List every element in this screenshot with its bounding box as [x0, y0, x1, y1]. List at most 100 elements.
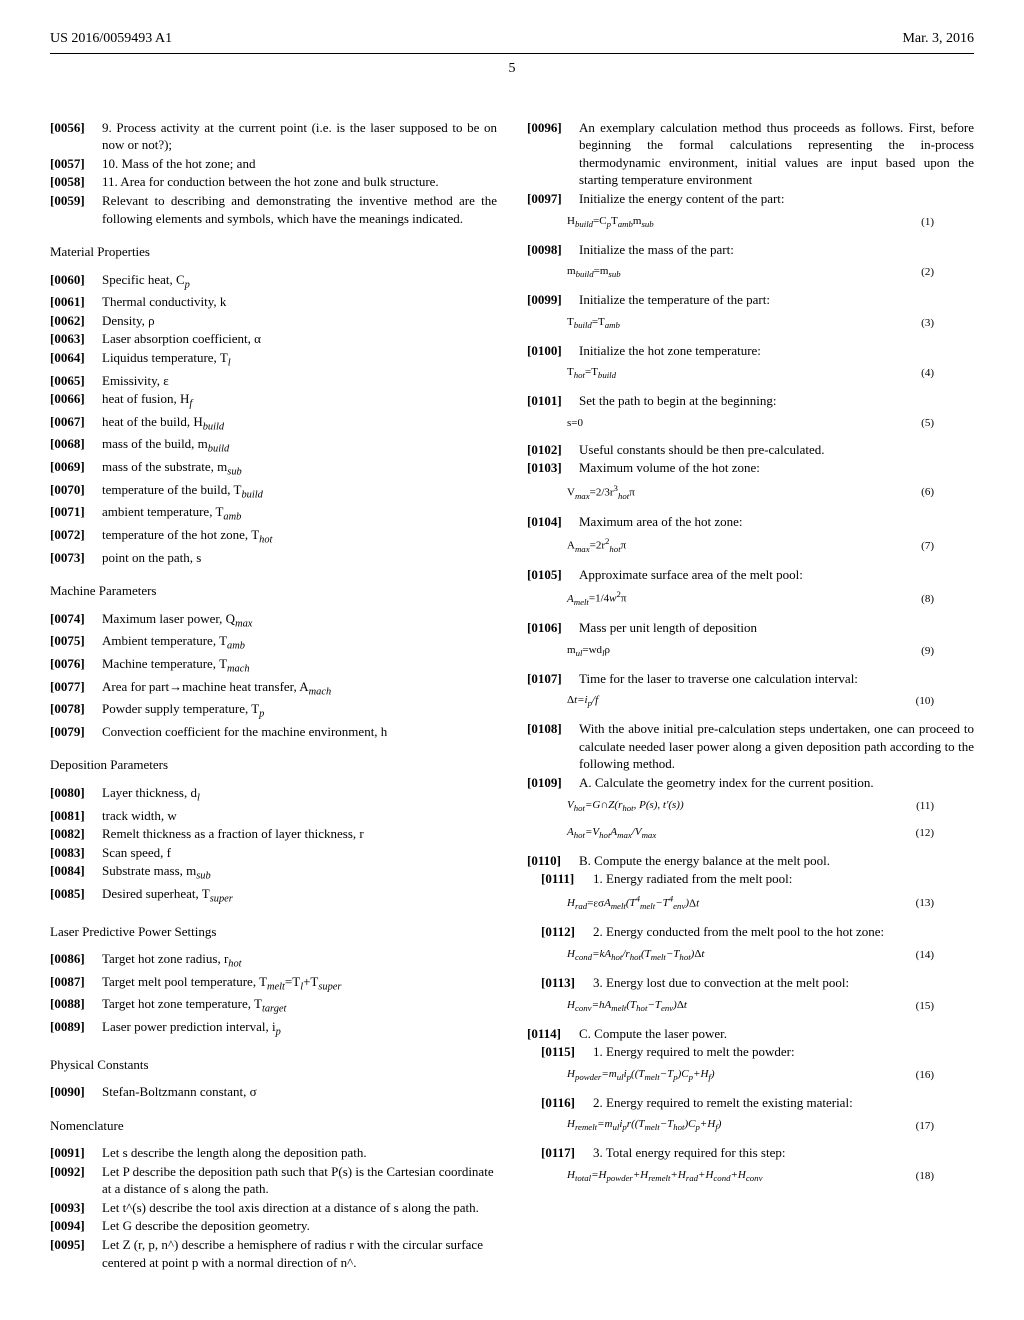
property-row: [0068]mass of the build, mbuild	[50, 435, 497, 457]
para-number: [0101]	[527, 392, 579, 410]
para-number: [0094]	[50, 1217, 102, 1235]
para-number: [0059]	[50, 192, 102, 227]
calculation-step: [0098]Initialize the mass of the part:	[527, 241, 974, 259]
equation: mbuild=msub(2)	[567, 264, 974, 281]
para-number: [0090]	[50, 1083, 102, 1101]
step-text: Initialize the temperature of the part:	[579, 291, 974, 309]
para-number: [0089]	[50, 1018, 102, 1040]
para-number: [0077]	[50, 678, 102, 700]
para-number: [0117]	[541, 1144, 593, 1162]
equation-formula: Thot=Tbuild	[567, 365, 616, 382]
property-row: [0064]Liquidus temperature, Tl	[50, 349, 497, 371]
property-row: [0093]Let t^(s) describe the tool axis d…	[50, 1199, 497, 1217]
calculation-step: [0100]Initialize the hot zone temperatur…	[527, 342, 974, 360]
property-text: Convection coefficient for the machine e…	[102, 723, 497, 741]
equation-number: (18)	[916, 1169, 934, 1184]
calculation-step: [0115]1. Energy required to melt the pow…	[541, 1043, 974, 1061]
step-text: 1. Energy radiated from the melt pool:	[593, 870, 974, 888]
para-number: [0079]	[50, 723, 102, 741]
equation: Hrad=εσAmelt(T4melt−T4env)Δt(13)	[567, 894, 974, 914]
para-number: [0080]	[50, 784, 102, 806]
page-number: 5	[50, 60, 974, 79]
property-text: Target melt pool temperature, Tmelt=Tl+T…	[102, 973, 497, 995]
property-text: track width, w	[102, 807, 497, 825]
calculation-step: [0117]3. Total energy required for this …	[541, 1144, 974, 1162]
property-text: heat of the build, Hbuild	[102, 413, 497, 435]
property-text: Laser power prediction interval, ip	[102, 1018, 497, 1040]
para-number: [0060]	[50, 271, 102, 293]
para-number: [0106]	[527, 619, 579, 637]
property-text: temperature of the build, Tbuild	[102, 481, 497, 503]
equation-formula: Vmax=2/3r3hotπ	[567, 483, 635, 503]
property-row: [0085]Desired superheat, Tsuper	[50, 885, 497, 907]
calculation-step: [0102]Useful constants should be then pr…	[527, 441, 974, 459]
para-number: [0093]	[50, 1199, 102, 1217]
step-text: 3. Total energy required for this step:	[593, 1144, 974, 1162]
property-row: [0083]Scan speed, f	[50, 844, 497, 862]
property-text: Area for part→machine heat transfer, Ama…	[102, 678, 497, 700]
section-heading: Machine Parameters	[50, 582, 497, 600]
property-text: Powder supply temperature, Tp	[102, 700, 497, 722]
equation-formula: Amax=2r2hotπ	[567, 536, 626, 556]
property-text: Let G describe the deposition geometry.	[102, 1217, 497, 1235]
para-number: [0105]	[527, 566, 579, 584]
para-number: [0063]	[50, 330, 102, 348]
property-row: [0078]Powder supply temperature, Tp	[50, 700, 497, 722]
equation: Hconv=hAmelt(Thot−Tenv)Δt(15)	[567, 998, 974, 1015]
property-row: [0063]Laser absorption coefficient, α	[50, 330, 497, 348]
property-row: [0079]Convection coefficient for the mac…	[50, 723, 497, 741]
calculation-step: [0097]Initialize the energy content of t…	[527, 190, 974, 208]
para-number: [0072]	[50, 526, 102, 548]
property-row: [0069]mass of the substrate, msub	[50, 458, 497, 480]
para-text: An exemplary calculation method thus pro…	[579, 119, 974, 189]
equation-formula: Vhot=G∩Z(rhot, P(s), t'(s))	[567, 798, 684, 815]
property-row: [0086]Target hot zone radius, rhot	[50, 950, 497, 972]
property-row: [0076]Machine temperature, Tmach	[50, 655, 497, 677]
step-text: With the above initial pre-calculation s…	[579, 720, 974, 773]
step-text: A. Calculate the geometry index for the …	[579, 774, 974, 792]
equation-formula: mbuild=msub	[567, 264, 621, 281]
property-row: [0075]Ambient temperature, Tamb	[50, 632, 497, 654]
property-text: Substrate mass, msub	[102, 862, 497, 884]
property-text: Let s describe the length along the depo…	[102, 1144, 497, 1162]
calculation-step: [0109]A. Calculate the geometry index fo…	[527, 774, 974, 792]
para-number: [0100]	[527, 342, 579, 360]
para-number: [0074]	[50, 610, 102, 632]
para-number: [0108]	[527, 720, 579, 773]
property-row: [0066]heat of fusion, Hf	[50, 390, 497, 412]
para-number: [0069]	[50, 458, 102, 480]
calculation-step: [0108]With the above initial pre-calcula…	[527, 720, 974, 773]
step-text: Maximum area of the hot zone:	[579, 513, 974, 531]
property-text: Scan speed, f	[102, 844, 497, 862]
property-row: [0072]temperature of the hot zone, Thot	[50, 526, 497, 548]
property-text: Density, ρ	[102, 312, 497, 330]
para-number: [0107]	[527, 670, 579, 688]
property-row: [0088]Target hot zone temperature, Ttarg…	[50, 995, 497, 1017]
step-text: C. Compute the laser power.	[579, 1025, 974, 1043]
property-row: [0060]Specific heat, Cp	[50, 271, 497, 293]
paragraph: [0096]An exemplary calculation method th…	[527, 119, 974, 189]
para-number: [0086]	[50, 950, 102, 972]
property-row: [0070]temperature of the build, Tbuild	[50, 481, 497, 503]
equation-formula: mul=wdlρ	[567, 643, 610, 660]
equation-number: (3)	[921, 316, 934, 331]
calculation-step: [0113]3. Energy lost due to convection a…	[541, 974, 974, 992]
property-row: [0081]track width, w	[50, 807, 497, 825]
para-number: [0092]	[50, 1163, 102, 1198]
para-number: [0066]	[50, 390, 102, 412]
property-text: mass of the substrate, msub	[102, 458, 497, 480]
equation-number: (10)	[916, 694, 934, 709]
equation-formula: Htotal=Hpowder+Hremelt+Hrad+Hcond+Hconv	[567, 1168, 762, 1185]
property-row: [0095]Let Z (r, p, n^) describe a hemisp…	[50, 1236, 497, 1271]
equation-number: (12)	[916, 826, 934, 841]
para-number: [0103]	[527, 459, 579, 477]
section-heading: Deposition Parameters	[50, 756, 497, 774]
para-number: [0062]	[50, 312, 102, 330]
para-number: [0087]	[50, 973, 102, 995]
paragraph: [0057]10. Mass of the hot zone; and	[50, 155, 497, 173]
equation: Vmax=2/3r3hotπ(6)	[567, 483, 974, 503]
property-row: [0090]Stefan-Boltzmann constant, σ	[50, 1083, 497, 1101]
para-number: [0091]	[50, 1144, 102, 1162]
para-text: 10. Mass of the hot zone; and	[102, 155, 497, 173]
property-row: [0084]Substrate mass, msub	[50, 862, 497, 884]
